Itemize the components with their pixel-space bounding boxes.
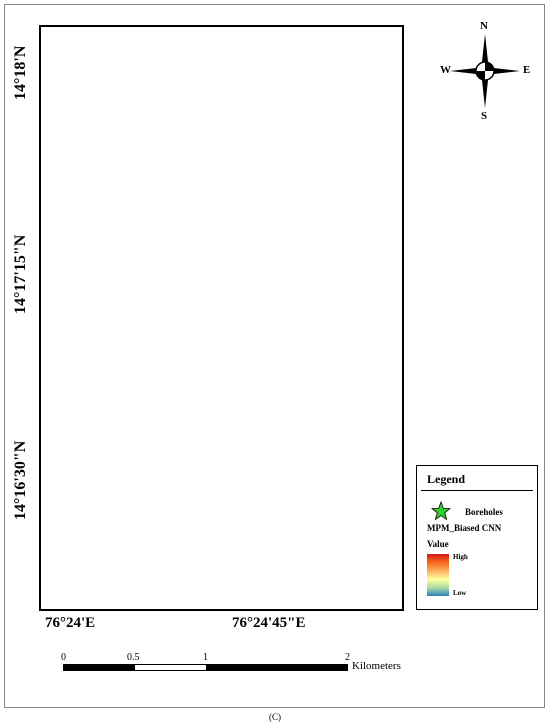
legend-color-ramp <box>427 554 449 596</box>
legend-high-label: High <box>453 553 468 561</box>
longitude-label-left: 76°24'E <box>45 615 96 631</box>
scale-bar <box>63 664 348 671</box>
north-arrow: N S W E <box>440 20 531 122</box>
borehole-star-icon <box>431 501 451 521</box>
latitude-label-middle: 14°17'15"N <box>12 234 29 314</box>
scale-unit: Kilometers <box>352 660 401 672</box>
map-frame <box>39 25 404 611</box>
compass-e: E <box>523 64 531 76</box>
longitude-label-right: 76°24'45"E <box>232 615 306 631</box>
compass-rose-icon <box>450 34 520 108</box>
legend-value-label: Value <box>427 539 449 549</box>
scale-segment-2 <box>135 665 206 670</box>
legend-low-label: Low <box>453 589 467 597</box>
scale-tick-2: 2 <box>345 652 350 663</box>
compass-w: W <box>440 64 451 76</box>
scale-tick-0-5: 0.5 <box>127 652 140 663</box>
legend-divider <box>421 490 533 491</box>
figure-border <box>4 4 545 708</box>
scale-segment-1 <box>64 665 135 670</box>
legend-boreholes-label: Boreholes <box>465 507 503 517</box>
scale-tick-0: 0 <box>61 652 66 663</box>
latitude-label-top: 14°18'N <box>12 45 29 100</box>
figure-caption: (C) <box>269 712 281 722</box>
scale-segment-3 <box>206 665 347 670</box>
compass-s: S <box>481 110 488 122</box>
scale-tick-1: 1 <box>203 652 208 663</box>
legend-layer-name: MPM_Biased CNN <box>427 523 502 533</box>
compass-n: N <box>480 20 488 32</box>
legend-title: Legend <box>427 472 466 486</box>
latitude-label-bottom: 14°16'30"N <box>12 440 29 520</box>
map-legend: Legend Boreholes MPM_Biased CNN Value Hi… <box>416 465 538 610</box>
